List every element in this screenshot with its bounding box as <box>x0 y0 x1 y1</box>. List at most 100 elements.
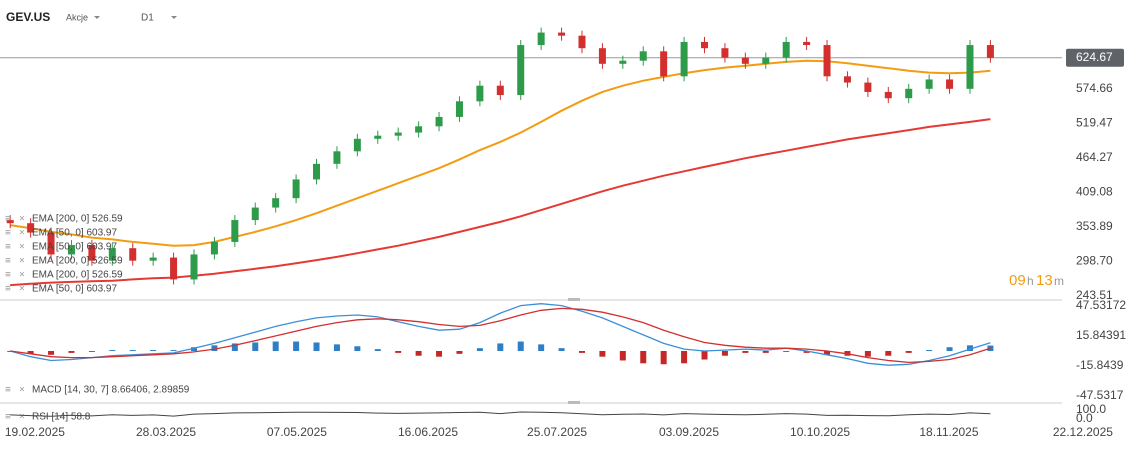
candle <box>803 36 811 51</box>
candle <box>925 74 933 94</box>
candle <box>353 133 361 157</box>
candle-body <box>374 135 382 139</box>
candle <box>639 46 647 66</box>
macd-histogram-bar <box>578 351 585 353</box>
candle-body <box>353 138 361 152</box>
candle-body <box>986 45 994 58</box>
legend-close[interactable]: × <box>19 214 25 225</box>
instrument-type[interactable]: Akcje <box>66 12 88 22</box>
candle-body <box>660 51 668 77</box>
legend-close[interactable]: × <box>19 256 25 267</box>
candle <box>129 243 137 266</box>
legend-close[interactable]: × <box>19 412 25 423</box>
pane-handle[interactable] <box>568 401 580 404</box>
candle-body <box>496 85 504 96</box>
candle-body <box>47 232 55 255</box>
x-tick-label: 25.07.2025 <box>527 425 587 439</box>
macd-histogram-bar <box>783 351 790 353</box>
candle <box>67 240 75 260</box>
legend-entry: EMA [50, 0] 603.97 <box>32 284 117 295</box>
candle-body <box>966 45 974 89</box>
macd-histogram-bar <box>497 343 504 352</box>
candle-body <box>558 32 566 36</box>
candle <box>6 215 14 229</box>
candle-body <box>680 41 688 77</box>
macd-histogram-bar <box>966 345 973 352</box>
legend-close[interactable]: × <box>19 242 25 253</box>
legend-icon: ≡ <box>5 214 11 225</box>
candle-body <box>88 245 96 261</box>
candle-body <box>619 60 627 64</box>
macd-tick-label: 47.53172 <box>1076 298 1126 312</box>
candle <box>598 43 606 69</box>
pane-handle[interactable] <box>568 298 580 301</box>
candle <box>394 127 402 141</box>
x-tick-label: 10.10.2025 <box>790 425 850 439</box>
macd-histogram-bar <box>721 351 728 356</box>
legend-entry: EMA [50, 0] 603.97 <box>32 242 117 253</box>
macd-line <box>10 303 991 366</box>
legend-close[interactable]: × <box>19 284 25 295</box>
timeframe[interactable]: D1 <box>141 13 154 24</box>
x-tick-label: 28.03.2025 <box>136 425 196 439</box>
candle <box>231 215 239 247</box>
legend-entry: EMA [50, 0] 603.97 <box>32 228 117 239</box>
candle <box>905 83 913 104</box>
macd-histogram-bar <box>987 345 994 352</box>
candle-body <box>884 91 892 99</box>
x-tick-label: 18.11.2025 <box>919 425 978 439</box>
candle <box>946 74 954 94</box>
candle <box>210 236 218 260</box>
macd-histogram-bar <box>517 341 524 352</box>
candle <box>333 146 341 169</box>
dropdown-arrow[interactable] <box>171 16 177 19</box>
candle-body <box>946 79 954 89</box>
candle <box>721 43 729 63</box>
y-tick-label: 298.70 <box>1076 254 1113 268</box>
legend-entry: EMA [200, 0] 526.59 <box>32 214 123 225</box>
candle-body <box>272 198 280 208</box>
macd-histogram-bar <box>313 342 320 352</box>
candle-body <box>701 41 709 49</box>
macd-histogram-bar <box>27 351 34 354</box>
macd-histogram-bar <box>129 350 136 352</box>
legend-icon: ≡ <box>5 228 11 239</box>
candle-body <box>190 254 198 280</box>
macd-histogram-bar <box>88 351 95 353</box>
candle <box>884 86 892 104</box>
candle-body <box>741 57 749 64</box>
macd-histogram-bar <box>681 351 688 364</box>
macd-tick-label: 15.84391 <box>1076 328 1126 342</box>
legend-close[interactable]: × <box>19 270 25 281</box>
dropdown-arrow[interactable] <box>94 16 100 19</box>
candle <box>455 96 463 122</box>
candle <box>292 174 300 204</box>
countdown-hours: 09 <box>1009 272 1026 289</box>
candle <box>251 202 259 226</box>
macd-histogram-bar <box>68 351 75 353</box>
rsi-tick-label: 0.0 <box>1076 411 1093 425</box>
candle-body <box>435 116 443 127</box>
candle <box>476 80 484 107</box>
candle-body <box>843 76 851 83</box>
rsi-line <box>10 411 991 417</box>
candle <box>374 130 382 144</box>
rsi-legend: RSI [14] 58.8 <box>32 412 91 423</box>
candle <box>578 30 586 54</box>
candle-body <box>170 257 178 280</box>
macd-histogram-bar <box>170 350 177 352</box>
legend-close[interactable]: × <box>19 228 25 239</box>
countdown-unit: h <box>1027 274 1034 288</box>
macd-histogram-bar <box>252 342 259 352</box>
candle <box>496 80 504 101</box>
macd-legend: MACD [14, 30, 7] 8.66406, 2.89859 <box>32 385 190 396</box>
macd-histogram-bar <box>395 351 402 353</box>
macd-tick-label: -47.5317 <box>1076 388 1124 402</box>
candle-body <box>578 35 586 49</box>
macd-histogram-bar <box>109 350 116 352</box>
macd-histogram-bar <box>885 351 892 356</box>
legend-close[interactable]: × <box>19 385 25 396</box>
macd-histogram-bar <box>762 351 769 353</box>
candle-body <box>333 151 341 164</box>
